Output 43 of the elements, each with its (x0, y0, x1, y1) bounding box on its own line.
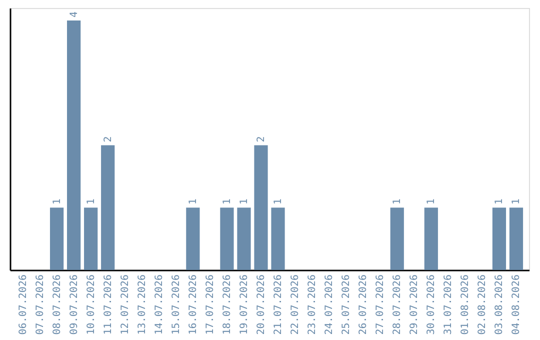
data-label: 1 (86, 198, 97, 205)
data-label: 2 (256, 136, 267, 142)
x-tick-label: 16.07.2026 (188, 274, 199, 335)
x-tick-label: 26.07.2026 (358, 274, 370, 335)
x-tick-label: 18.07.2026 (222, 274, 233, 335)
data-label: 1 (392, 198, 404, 205)
x-tick-label: 07.07.2026 (34, 274, 46, 335)
x-tick-label: 09.07.2026 (68, 274, 80, 335)
data-label: 1 (494, 198, 506, 205)
x-tick-label: 12.07.2026 (120, 274, 131, 335)
x-tick-label: 30.07.2026 (426, 274, 438, 335)
x-tick-label: 13.07.2026 (136, 274, 148, 335)
x-tick-label: 15.07.2026 (170, 274, 182, 335)
x-tick-label: 22.07.2026 (290, 274, 302, 335)
x-tick-label: 25.07.2026 (341, 274, 352, 335)
data-label: 1 (188, 198, 199, 205)
x-tick-label: 23.07.2026 (307, 274, 318, 335)
x-tick-label: 27.07.2026 (375, 274, 386, 335)
x-tick-label: 31.07.2026 (443, 274, 454, 335)
x-tick-label: 02.08.2026 (477, 274, 488, 335)
x-tick-label: 21.07.2026 (273, 274, 284, 335)
data-label: 4 (68, 11, 80, 18)
x-tick-label: 08.07.2026 (52, 274, 63, 335)
x-tick-label: 20.07.2026 (256, 274, 267, 335)
data-label: 1 (222, 198, 233, 205)
x-tick-label: 29.07.2026 (409, 274, 420, 335)
x-tick-label: 01.08.2026 (460, 274, 472, 335)
data-label: 1 (52, 198, 63, 205)
x-tick-label: 24.07.2026 (324, 274, 336, 335)
data-label: 1 (426, 198, 438, 205)
x-tick-label: 11.07.2026 (102, 274, 114, 335)
x-tick-label: 03.08.2026 (494, 274, 506, 335)
data-label: 2 (102, 136, 114, 142)
x-tick-label: 19.07.2026 (238, 274, 250, 335)
data-label: 1 (238, 198, 250, 205)
x-tick-label: 06.07.2026 (18, 274, 29, 335)
x-tick-label: 14.07.2026 (154, 274, 165, 335)
x-tick-label: 17.07.2026 (204, 274, 216, 335)
x-tick-label: 04.08.2026 (511, 274, 522, 335)
data-label: 1 (511, 198, 522, 205)
x-tick-label: 28.07.2026 (392, 274, 404, 335)
x-tick-label: 10.07.2026 (86, 274, 97, 335)
data-label: 1 (273, 198, 284, 205)
